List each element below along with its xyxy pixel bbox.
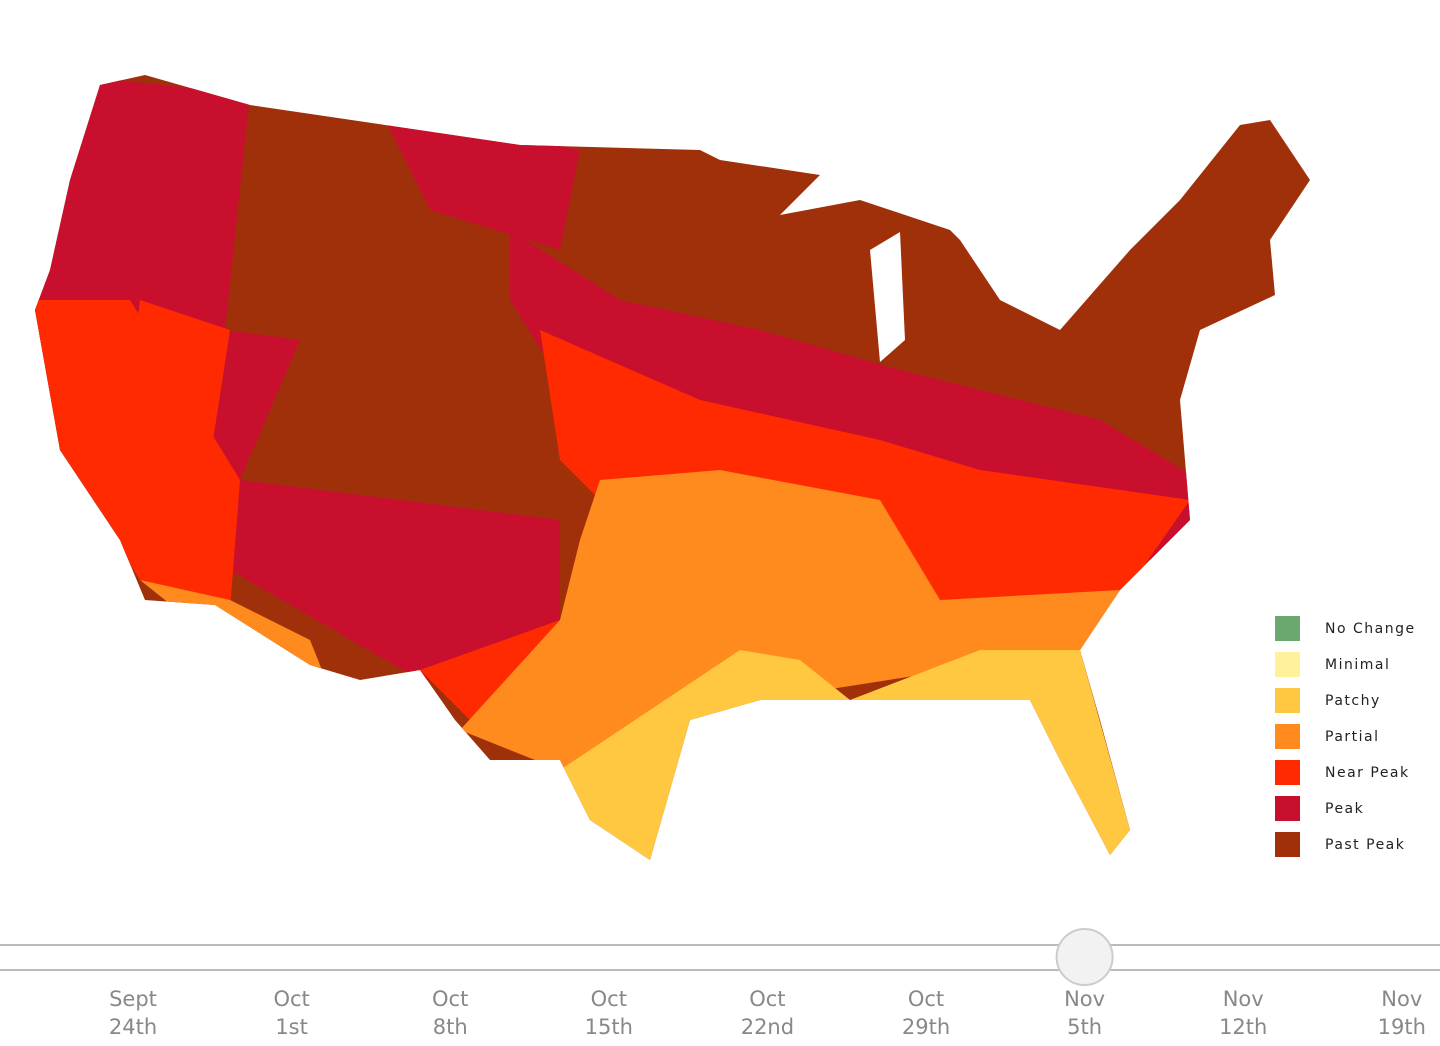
- slider-date[interactable]: Sept 24th: [109, 987, 157, 1039]
- legend-swatch: [1275, 760, 1300, 785]
- region-near-peak: [540, 330, 1190, 610]
- slider-date[interactable]: Oct 1st: [273, 987, 309, 1039]
- date-month: Oct: [749, 987, 785, 1011]
- legend-swatch: [1275, 832, 1300, 857]
- date-day: 12th: [1219, 1015, 1267, 1039]
- date-day: 19th: [1378, 1015, 1426, 1039]
- legend-swatch: [1275, 796, 1300, 821]
- legend-label: Past Peak: [1325, 837, 1405, 853]
- slider-date[interactable]: Oct 22nd: [741, 987, 794, 1039]
- legend: No Change Minimal Patchy Partial Near Peak Pe…: [1275, 616, 1416, 857]
- date-month: Oct: [908, 987, 944, 1011]
- legend-swatch: [1275, 616, 1300, 641]
- slider-date[interactable]: Nov 19th: [1378, 987, 1426, 1039]
- us-map: [35, 75, 1310, 860]
- legend-swatch: [1275, 724, 1300, 749]
- lake-michigan: [870, 232, 905, 362]
- date-month: Nov: [1064, 987, 1105, 1011]
- date-day: 22nd: [741, 1015, 794, 1039]
- region-near-peak: [35, 300, 240, 610]
- date-day: 5th: [1067, 1015, 1102, 1039]
- legend-label: Patchy: [1325, 693, 1381, 709]
- date-month: Oct: [273, 987, 309, 1011]
- date-month: Nov: [1223, 987, 1264, 1011]
- legend-label: Peak: [1325, 801, 1364, 817]
- date-day: 15th: [585, 1015, 633, 1039]
- slider-date[interactable]: Nov 5th: [1064, 987, 1105, 1039]
- date-day: 1st: [275, 1015, 308, 1039]
- date-day: 8th: [433, 1015, 468, 1039]
- date-month: Nov: [1381, 987, 1422, 1011]
- date-day: 29th: [902, 1015, 950, 1039]
- slider-date[interactable]: Nov 12th: [1219, 987, 1267, 1039]
- legend-swatch: [1275, 652, 1300, 677]
- date-month: Oct: [591, 987, 627, 1011]
- slider-thumb[interactable]: [1055, 928, 1114, 986]
- slider-dates: Sept 24th Oct 1st Oct 8th Oct 15th Oct 22nd Oct 29t…: [109, 987, 1426, 1039]
- legend-label: No Change: [1325, 621, 1416, 637]
- legend-label: Near Peak: [1325, 765, 1410, 781]
- region-near-peak: [130, 300, 230, 460]
- date-day: 24th: [109, 1015, 157, 1039]
- slider-date[interactable]: Oct 29th: [902, 987, 950, 1039]
- date-month: Sept: [109, 987, 157, 1011]
- legend-label: Minimal: [1325, 657, 1390, 673]
- region-partial: [460, 470, 1120, 770]
- legend-label: Partial: [1325, 729, 1380, 745]
- slider-date[interactable]: Oct 15th: [585, 987, 633, 1039]
- slider-date[interactable]: Oct 8th: [432, 987, 468, 1039]
- date-month: Oct: [432, 987, 468, 1011]
- legend-swatch: [1275, 688, 1300, 713]
